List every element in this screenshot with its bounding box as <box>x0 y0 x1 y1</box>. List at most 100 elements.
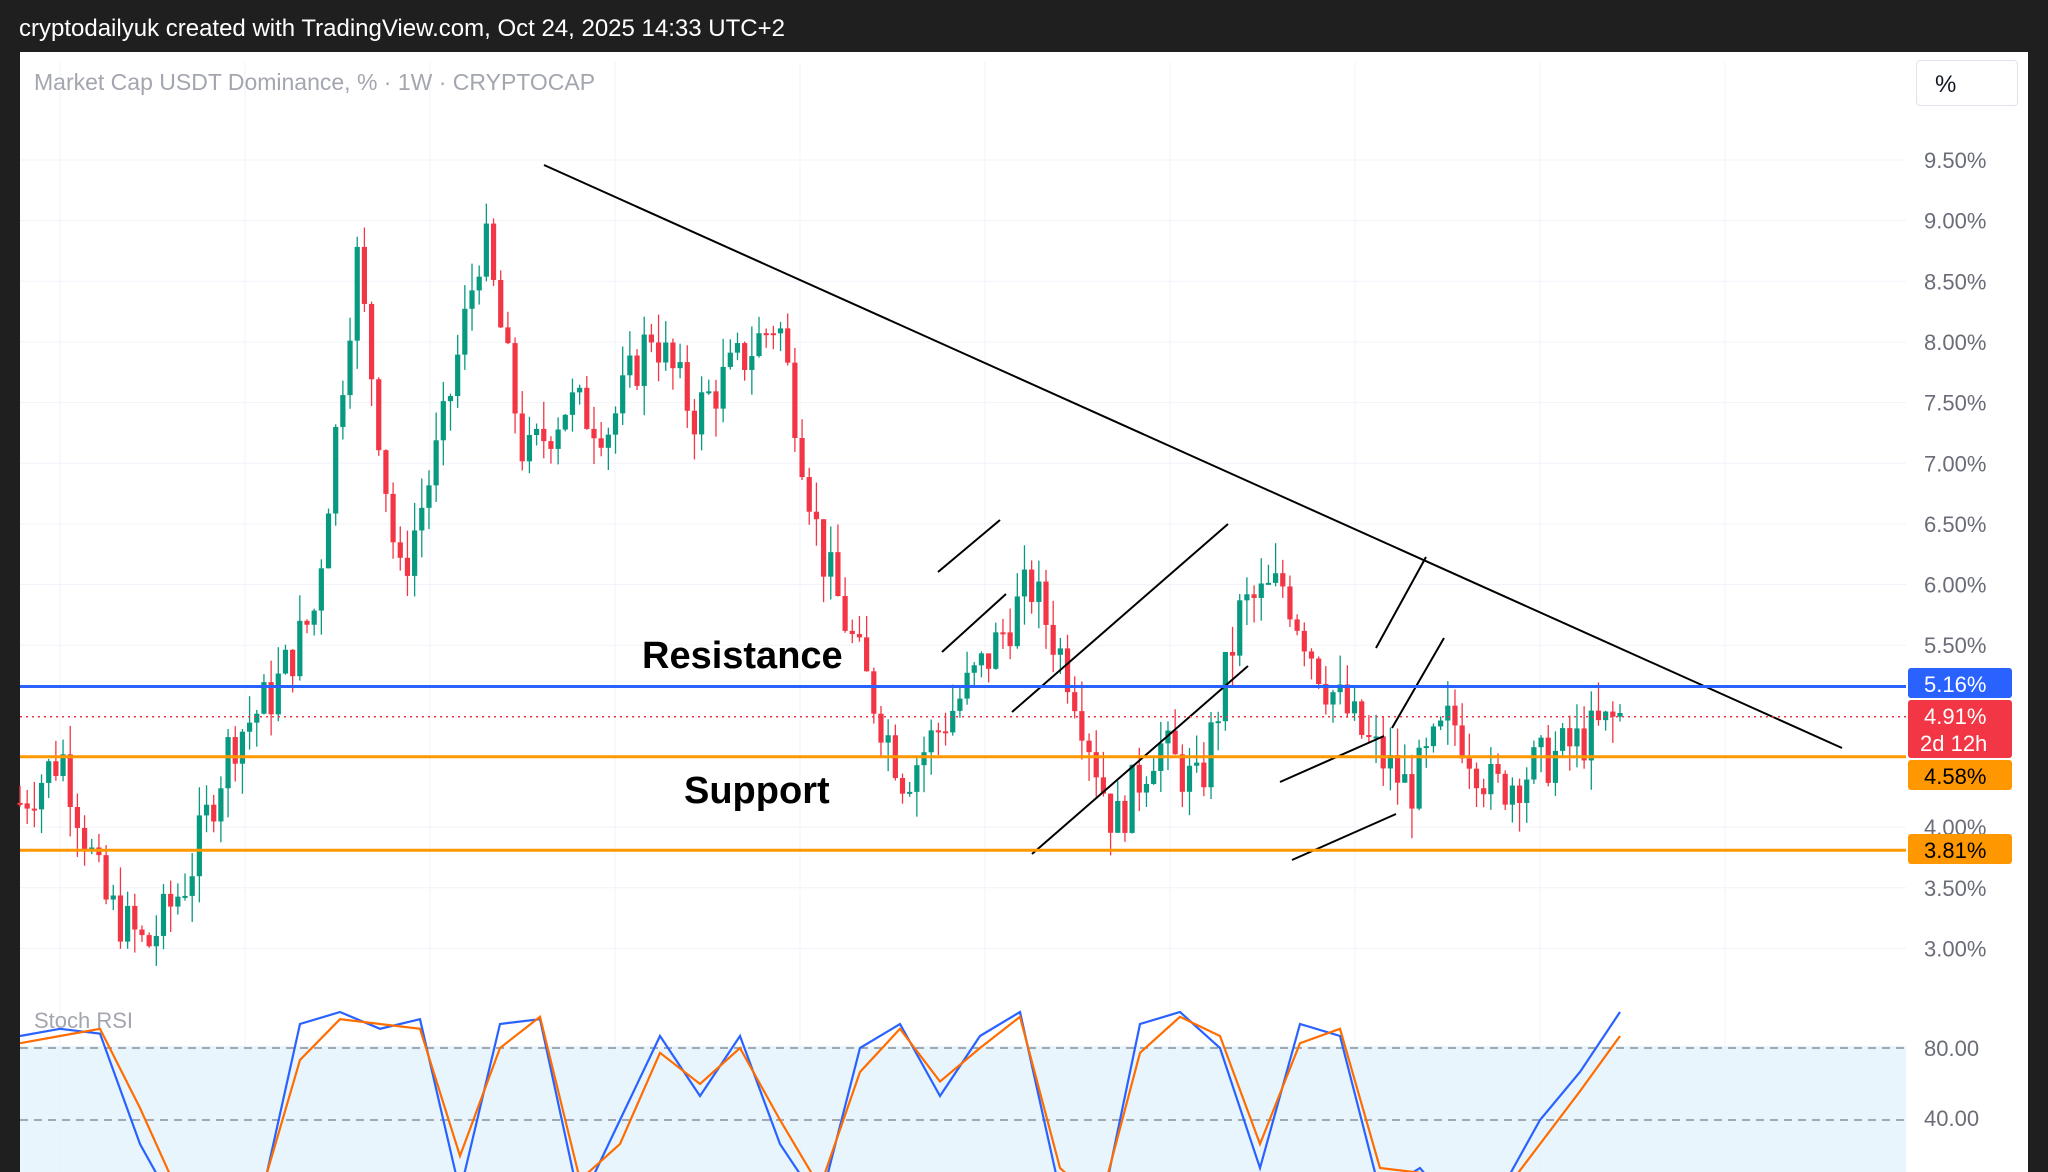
candle-body <box>978 653 985 666</box>
candle-body <box>526 435 533 462</box>
candle-body <box>742 343 748 370</box>
candle-body <box>1294 619 1300 631</box>
candle-body <box>462 308 468 355</box>
channel-line <box>1391 637 1445 729</box>
unit-toggle-button[interactable]: % <box>1916 60 2018 106</box>
price-tick-label: 6.50% <box>1924 512 1986 537</box>
price-tick-label: 3.50% <box>1924 876 1986 901</box>
candle-body <box>1115 800 1121 833</box>
candle-body <box>175 896 181 907</box>
candle-body <box>1502 773 1508 805</box>
candle-body <box>1265 582 1272 585</box>
candle-body <box>942 731 949 734</box>
candle-body <box>390 493 396 543</box>
candle-body <box>957 698 963 711</box>
candle-body <box>412 530 418 576</box>
candle-body <box>483 223 489 277</box>
candles <box>17 203 1623 966</box>
candle-body <box>1273 573 1279 583</box>
candle-body <box>806 477 812 512</box>
price-tick-label: 6.00% <box>1924 573 1986 598</box>
candle-body <box>627 355 633 376</box>
candle-body <box>476 276 482 291</box>
candle-body <box>670 342 676 369</box>
candle-body <box>799 437 805 478</box>
candle-body <box>1208 722 1214 788</box>
candle-body <box>899 778 906 794</box>
candle-body <box>605 434 611 448</box>
candle-body <box>24 803 30 809</box>
candle-body <box>512 343 518 414</box>
candle-body <box>1258 583 1264 598</box>
candle-body <box>1122 800 1128 833</box>
candle-body <box>1057 648 1063 655</box>
candle-body <box>1301 630 1307 652</box>
candle-body <box>1538 737 1544 748</box>
price-tick-label: 9.00% <box>1924 209 1986 234</box>
candle-body <box>455 354 461 397</box>
candle-body <box>655 342 662 363</box>
candle-body <box>763 333 769 336</box>
candle-body <box>1581 728 1587 761</box>
candle-body <box>871 671 877 714</box>
candle-body <box>1466 758 1472 769</box>
candle-body <box>577 387 583 393</box>
candle-body <box>569 392 576 415</box>
candle-body <box>813 511 820 520</box>
candle-body <box>935 730 941 733</box>
candle-body <box>584 387 590 429</box>
candle-body <box>419 507 425 531</box>
candle-body <box>189 876 195 896</box>
channel-line <box>941 593 1007 653</box>
candle-body <box>239 731 246 764</box>
candle-body <box>1344 684 1350 714</box>
candle-body <box>1151 770 1157 784</box>
candle-body <box>677 362 683 369</box>
candle-body <box>160 893 167 936</box>
candle-body <box>770 333 776 336</box>
candle-body <box>856 634 863 638</box>
price-tag-resistance: 5.16% <box>1908 668 2012 698</box>
candle-body <box>117 895 124 942</box>
candle-body <box>842 596 848 631</box>
price-tick-label: 3.00% <box>1924 936 1986 961</box>
candle-body <box>864 637 870 672</box>
candle-body <box>1316 658 1322 684</box>
candle-body <box>541 428 547 442</box>
candle-body <box>31 808 37 811</box>
candle-body <box>1337 684 1343 693</box>
candle-body <box>1229 651 1236 656</box>
candle-body <box>203 804 210 816</box>
stoch-tick-80: 80.00 <box>1924 1036 1979 1061</box>
candle-body <box>562 414 568 430</box>
candle-body <box>361 246 367 304</box>
candle-body <box>885 735 891 743</box>
candle-body <box>404 557 411 576</box>
candle-body <box>275 673 281 715</box>
candle-body <box>1201 762 1207 788</box>
svg-text:4.58%: 4.58% <box>1924 764 1986 789</box>
candle-body <box>1036 581 1042 602</box>
candle-body <box>1617 712 1623 717</box>
candle-body <box>648 334 654 343</box>
candle-body <box>1430 726 1437 747</box>
candle-body <box>950 710 956 733</box>
candle-body <box>828 552 834 577</box>
candle-body <box>340 395 346 427</box>
candle-body <box>182 895 188 898</box>
candle-body <box>1402 774 1408 783</box>
candle-body <box>89 847 95 850</box>
candle-body <box>1373 736 1379 739</box>
price-tick-label: 7.50% <box>1924 391 1986 416</box>
candle-body <box>1387 755 1394 769</box>
candle-body <box>146 935 152 947</box>
candle-body <box>333 426 339 514</box>
candle-body <box>612 413 619 435</box>
candle-body <box>110 895 116 900</box>
candle-body <box>727 352 733 367</box>
candle-body <box>1143 783 1150 793</box>
candle-body <box>60 754 66 777</box>
candle-body <box>1366 735 1372 738</box>
candle-body <box>426 485 432 508</box>
